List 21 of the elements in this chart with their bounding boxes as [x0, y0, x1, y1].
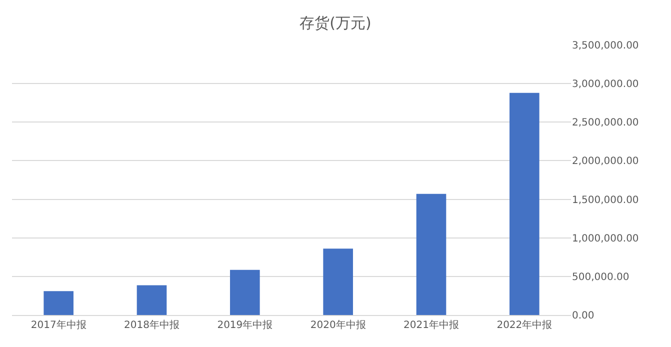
y-tick-label: 1,000,000.00 — [572, 233, 639, 244]
x-tick-label: 2017年中报 — [30, 319, 86, 331]
y-tick-label: 3,500,000.00 — [572, 40, 639, 52]
x-tick-label: 2018年中报 — [124, 319, 180, 331]
y-tick-label: 500,000.00 — [572, 272, 630, 283]
chart-title: 存货(万元) — [300, 14, 372, 32]
x-tick-label: 2021年中报 — [404, 319, 459, 331]
y-tick-label: 0.00 — [572, 310, 594, 322]
y-tick-label: 1,500,000.00 — [572, 194, 639, 206]
bar — [416, 194, 446, 315]
bar — [44, 291, 74, 315]
y-tick-label: 2,500,000.00 — [572, 118, 639, 129]
bar — [323, 248, 353, 315]
bar — [510, 92, 540, 315]
x-tick-label: 2020年中报 — [310, 319, 366, 331]
x-tick-label: 2022年中报 — [496, 319, 552, 331]
bar — [230, 270, 260, 315]
bar — [136, 285, 167, 315]
y-tick-label: 3,000,000.00 — [572, 79, 639, 90]
y-tick-label: 2,000,000.00 — [572, 156, 639, 168]
x-tick-label: 2019年中报 — [217, 319, 273, 331]
